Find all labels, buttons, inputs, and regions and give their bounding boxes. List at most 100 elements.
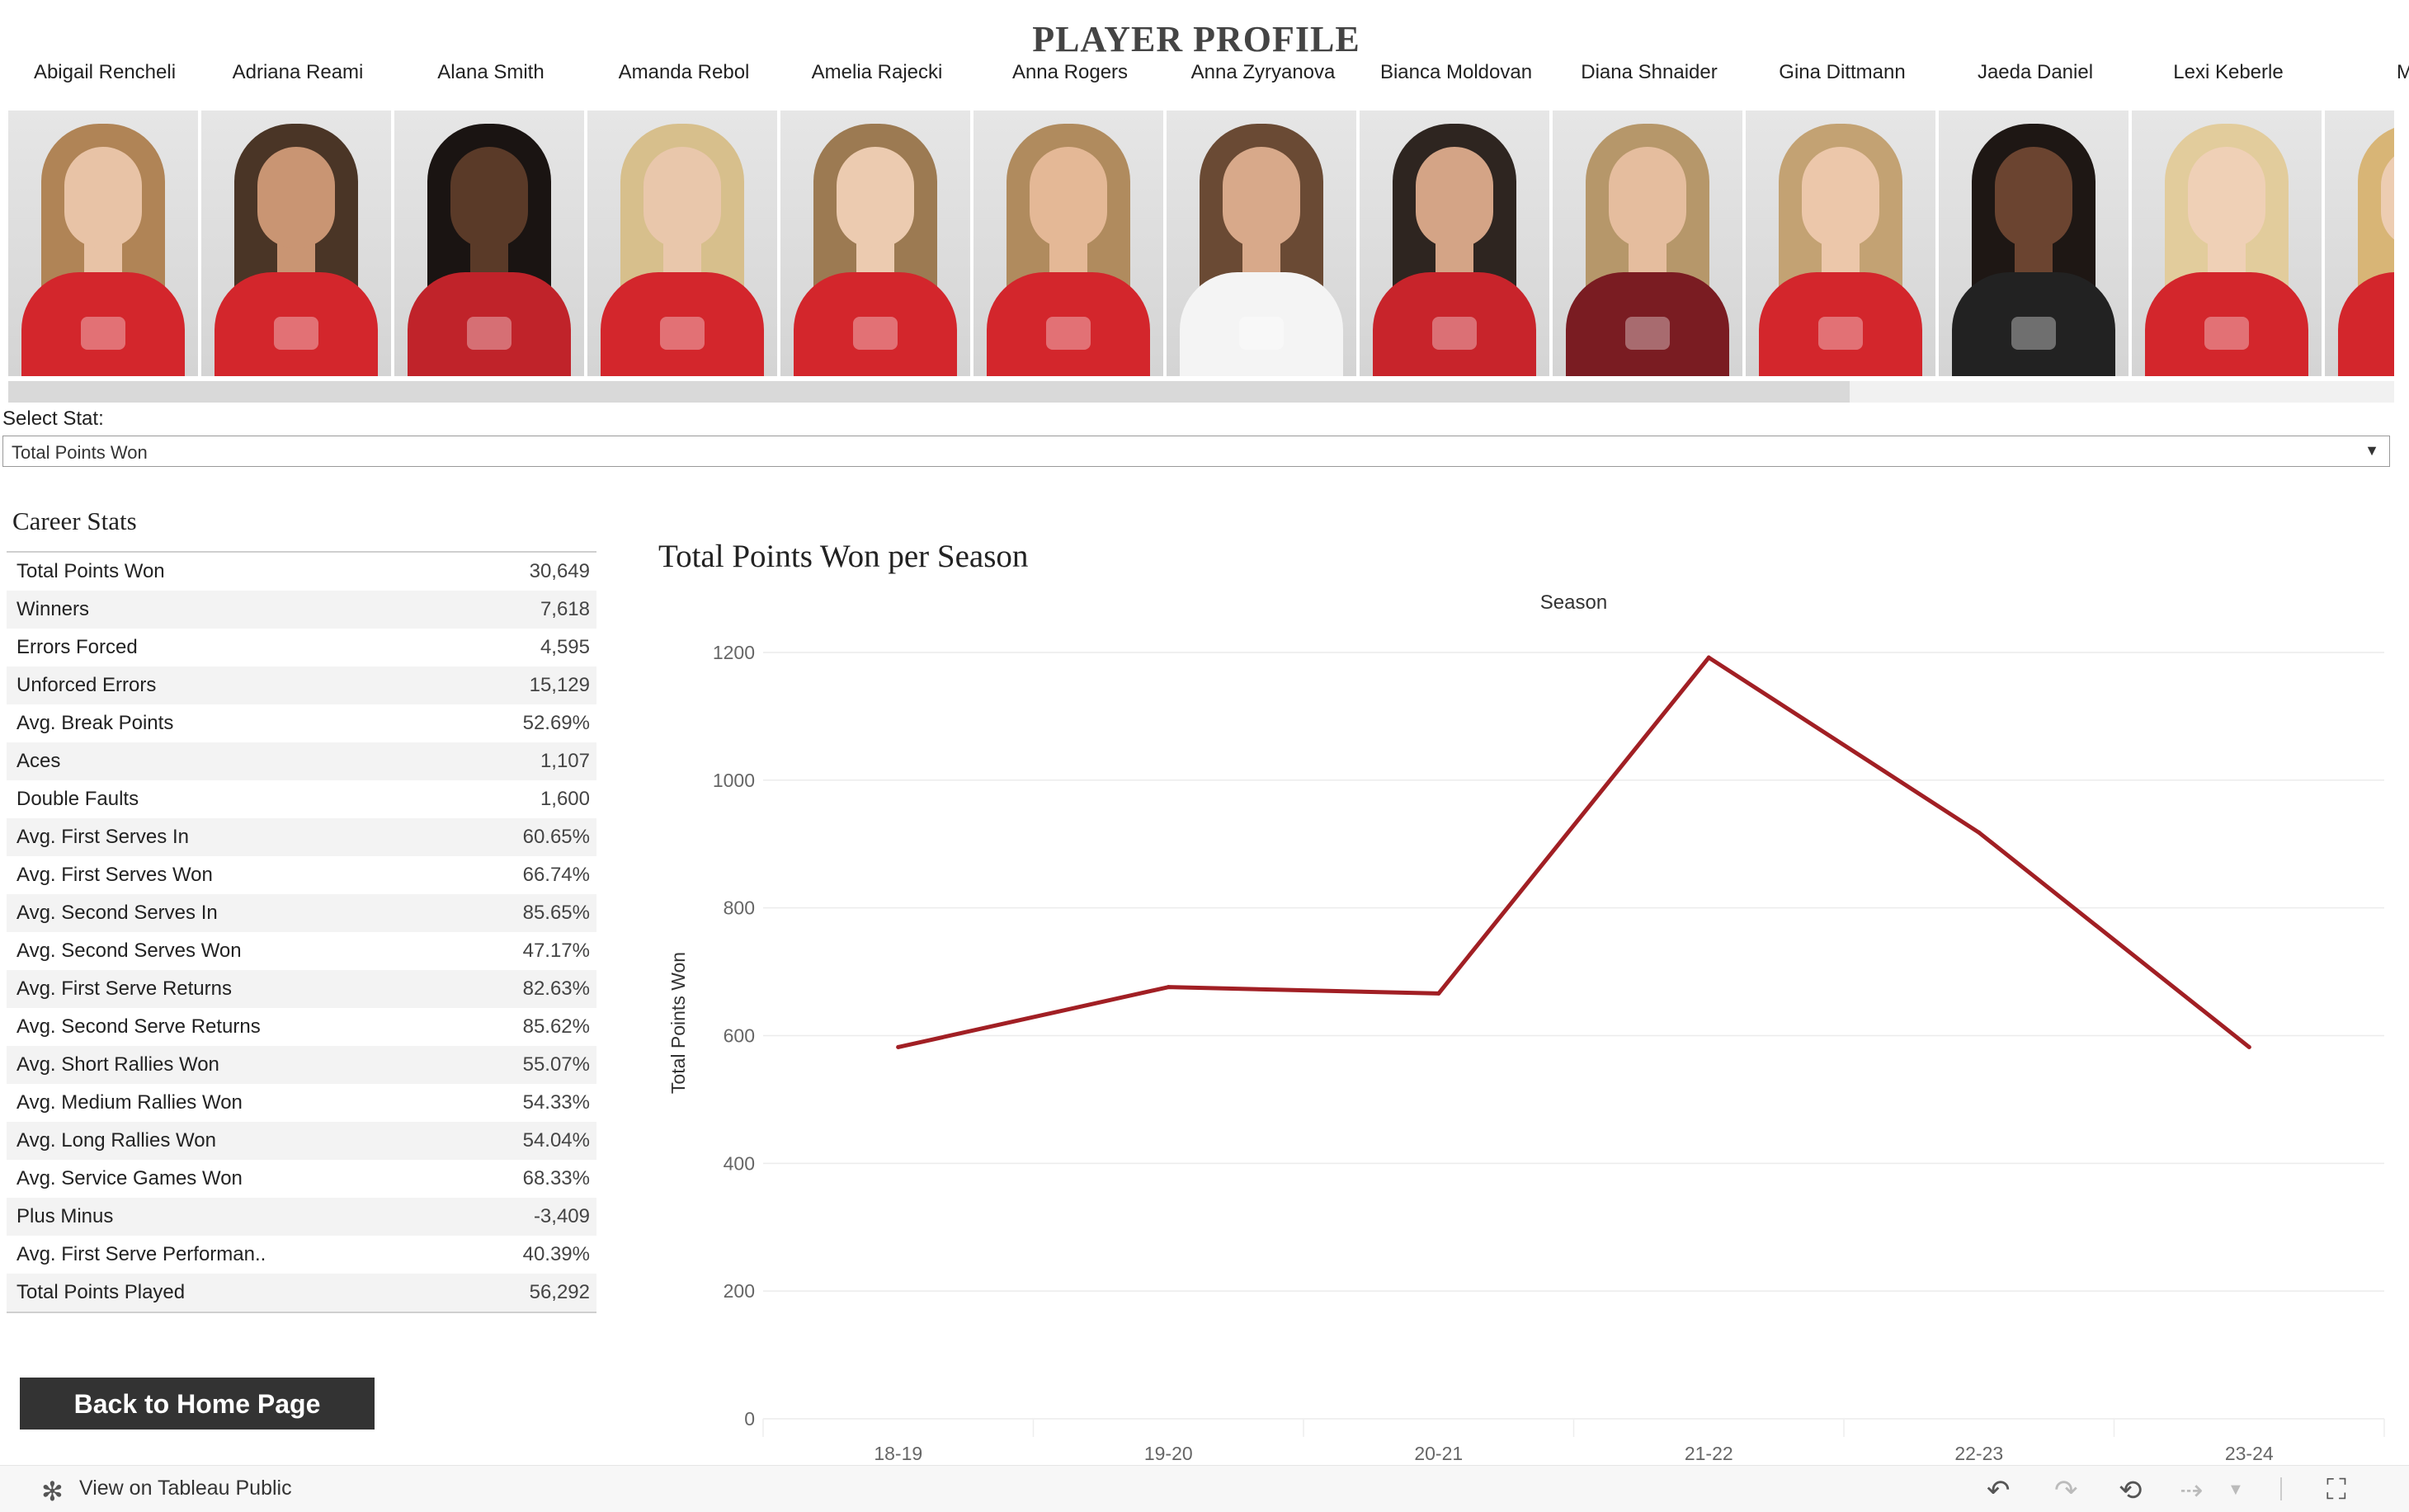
photo-logo xyxy=(467,317,512,350)
photo-logo xyxy=(1818,317,1863,350)
stat-row: Aces 1,107 xyxy=(7,742,596,780)
data-point xyxy=(1436,991,1441,996)
stat-row: Plus Minus -3,409 xyxy=(7,1198,596,1236)
stat-row: Total Points Won 30,649 xyxy=(7,553,596,591)
photo-face xyxy=(1416,147,1493,247)
player-photo[interactable] xyxy=(2132,111,2322,376)
player-name[interactable]: Anna Rogers xyxy=(1011,61,1129,83)
horizontal-scrollbar[interactable] xyxy=(8,381,2394,403)
chevron-down-icon[interactable]: ▼ xyxy=(2228,1481,2244,1499)
stat-name: Avg. Second Serves In xyxy=(16,902,218,924)
stat-row: Avg. Short Rallies Won 55.07% xyxy=(7,1046,596,1084)
scrollbar-thumb[interactable] xyxy=(8,381,1850,403)
player-name[interactable]: Alana Smith xyxy=(437,61,544,83)
player-photo[interactable] xyxy=(1939,111,2128,376)
stat-name: Avg. First Serves In xyxy=(16,826,189,848)
player-photo[interactable] xyxy=(780,111,970,376)
photo-logo xyxy=(1625,317,1670,350)
stat-row: Unforced Errors 15,129 xyxy=(7,667,596,704)
stat-value: 85.65% xyxy=(522,902,590,924)
refresh-icon[interactable]: ⇢ xyxy=(2180,1475,2204,1506)
photo-logo xyxy=(1046,317,1091,350)
photo-logo xyxy=(81,317,125,350)
player-photo[interactable] xyxy=(8,111,198,376)
photo-shirt xyxy=(214,272,378,376)
player-photo[interactable] xyxy=(201,111,391,376)
stat-row: Errors Forced 4,595 xyxy=(7,629,596,667)
data-point xyxy=(896,1044,901,1049)
photo-face xyxy=(450,147,528,247)
player-name[interactable]: Anna Zyryanova xyxy=(1190,61,1336,83)
player-photo[interactable] xyxy=(1360,111,1549,376)
player-photo[interactable] xyxy=(974,111,1163,376)
y-tick-label: 1000 xyxy=(713,770,755,791)
player-name[interactable]: Amanda Rebol xyxy=(618,61,750,83)
y-tick-label: 600 xyxy=(724,1024,755,1046)
stat-value: 85.62% xyxy=(522,1015,590,1038)
player-photo[interactable] xyxy=(1167,111,1356,376)
stat-row: Avg. First Serve Returns 82.63% xyxy=(7,970,596,1008)
stat-name: Avg. First Serve Returns xyxy=(16,977,232,1000)
undo-icon[interactable]: ↶ xyxy=(1987,1475,2011,1506)
stat-name: Avg. Short Rallies Won xyxy=(16,1053,219,1076)
player-name[interactable]: Amelia Rajecki xyxy=(811,61,943,83)
photo-face xyxy=(1030,147,1107,247)
stat-row: Avg. Break Points 52.69% xyxy=(7,704,596,742)
data-point xyxy=(1977,830,1982,835)
stat-name: Avg. First Serves Won xyxy=(16,864,213,886)
revert-icon[interactable]: ⟲ xyxy=(2119,1475,2143,1506)
player-name[interactable]: Adriana Reami xyxy=(232,61,364,83)
stat-row: Double Faults 1,600 xyxy=(7,780,596,818)
player-photo[interactable] xyxy=(394,111,584,376)
player-photo[interactable] xyxy=(1553,111,1742,376)
stat-value: 54.04% xyxy=(522,1129,590,1152)
stat-row: Avg. Second Serve Returns 85.62% xyxy=(7,1008,596,1046)
stat-row: Avg. First Serve Performan.. 40.39% xyxy=(7,1236,596,1274)
back-to-home-button[interactable]: Back to Home Page xyxy=(20,1378,375,1430)
select-stat-label: Select Stat: xyxy=(2,407,104,430)
player-photo[interactable] xyxy=(587,111,777,376)
chevron-down-icon: ▼ xyxy=(2364,442,2379,459)
player-names-row: Abigail Rencheli Adriana Reami Alana Smith… xyxy=(0,61,2409,94)
stat-value: 68.33% xyxy=(522,1167,590,1189)
player-name[interactable]: Diana Shnaider xyxy=(1581,61,1718,83)
stat-name: Plus Minus xyxy=(16,1205,114,1227)
player-photo[interactable] xyxy=(2325,111,2394,376)
stat-value: 56,292 xyxy=(529,1281,590,1303)
x-tick-label: 21-22 xyxy=(1685,1443,1733,1464)
photo-logo xyxy=(2011,317,2056,350)
player-name[interactable]: Abigail Rencheli xyxy=(33,61,177,83)
player-photo-strip[interactable] xyxy=(8,111,2394,376)
player-photo[interactable] xyxy=(1746,111,1935,376)
redo-icon[interactable]: ↷ xyxy=(2054,1475,2078,1506)
data-point xyxy=(1166,985,1171,990)
fullscreen-icon[interactable]: ⛶ xyxy=(2326,1474,2346,1505)
photo-face xyxy=(2188,147,2265,247)
stat-name: Avg. First Serve Performan.. xyxy=(16,1243,266,1265)
stat-name: Total Points Won xyxy=(16,560,165,582)
photo-shirt xyxy=(2338,272,2394,376)
view-on-tableau-public-link[interactable]: View on Tableau Public xyxy=(79,1477,292,1500)
tableau-icon[interactable]: ✻ xyxy=(41,1477,64,1506)
stat-row: Winners 7,618 xyxy=(7,591,596,629)
page-title: PLAYER PROFILE xyxy=(1032,19,1360,59)
photo-logo xyxy=(1432,317,1477,350)
player-name[interactable]: Madd xyxy=(2396,61,2409,83)
player-name[interactable]: Gina Dittmann xyxy=(1779,61,1906,83)
stat-row: Avg. Second Serves Won 47.17% xyxy=(7,932,596,970)
photo-face xyxy=(1609,147,1686,247)
player-name[interactable]: Bianca Moldovan xyxy=(1379,61,1533,83)
stat-value: 55.07% xyxy=(522,1053,590,1076)
player-name[interactable]: Jaeda Daniel xyxy=(1977,61,2094,83)
x-tick-label: 20-21 xyxy=(1414,1443,1463,1464)
stat-value: 52.69% xyxy=(522,712,590,734)
x-tick-label: 18-19 xyxy=(874,1443,922,1464)
stat-value: -3,409 xyxy=(533,1205,590,1227)
photo-logo xyxy=(853,317,898,350)
stat-name: Avg. Long Rallies Won xyxy=(16,1129,216,1152)
photo-face xyxy=(64,147,142,247)
player-name[interactable]: Lexi Keberle xyxy=(2173,61,2284,83)
data-point xyxy=(2246,1044,2251,1049)
select-stat-dropdown[interactable]: Total Points Won ▼ xyxy=(2,436,2390,467)
stat-value: 60.65% xyxy=(522,826,590,848)
